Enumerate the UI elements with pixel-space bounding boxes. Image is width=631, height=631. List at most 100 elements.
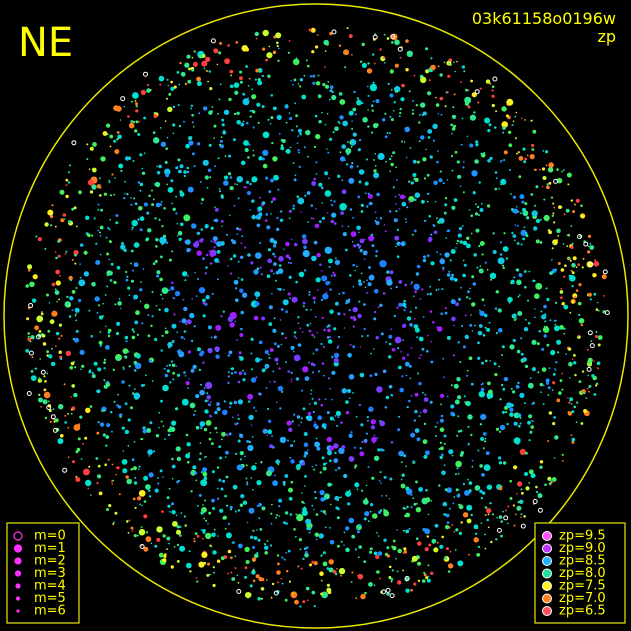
star — [474, 324, 476, 327]
star — [343, 49, 350, 56]
star — [315, 208, 317, 210]
star — [427, 192, 430, 195]
star — [391, 41, 394, 44]
star — [530, 425, 534, 429]
star — [425, 47, 429, 51]
star — [278, 264, 282, 267]
star — [222, 479, 226, 483]
star — [124, 180, 126, 183]
star — [581, 370, 585, 373]
star — [373, 159, 375, 161]
star — [595, 384, 598, 387]
star — [55, 269, 61, 275]
star — [281, 390, 284, 393]
star — [479, 265, 482, 267]
star — [312, 410, 315, 414]
star — [571, 358, 574, 360]
star — [113, 139, 117, 143]
star — [377, 306, 380, 309]
star — [201, 198, 205, 201]
star — [513, 465, 518, 470]
star — [394, 195, 397, 198]
star — [120, 169, 123, 172]
star — [467, 414, 473, 420]
star — [172, 521, 178, 527]
star — [293, 413, 296, 416]
star — [253, 536, 258, 540]
star — [260, 587, 265, 591]
star — [27, 337, 32, 342]
star — [294, 174, 297, 177]
star-unmatched — [583, 241, 589, 247]
star — [595, 335, 598, 338]
star — [571, 242, 574, 245]
star — [510, 193, 512, 195]
star — [148, 472, 154, 478]
star — [319, 490, 325, 496]
star — [170, 565, 174, 569]
star — [328, 526, 331, 529]
star — [494, 187, 498, 191]
star — [299, 605, 302, 608]
star — [246, 483, 249, 486]
star — [456, 60, 458, 63]
star — [377, 551, 383, 556]
star — [292, 162, 295, 164]
star — [398, 415, 400, 418]
star — [341, 179, 344, 182]
star — [401, 140, 403, 143]
star — [450, 299, 456, 305]
star — [334, 126, 339, 131]
star — [495, 110, 498, 113]
star — [410, 181, 414, 185]
star — [243, 186, 246, 189]
star — [177, 230, 183, 236]
star — [215, 324, 222, 331]
star — [132, 120, 136, 124]
star — [74, 307, 80, 313]
star — [486, 327, 491, 332]
star — [532, 420, 534, 423]
star — [249, 182, 252, 186]
star — [253, 553, 259, 558]
zp-label: zp=6.5 — [559, 604, 606, 619]
star — [202, 159, 209, 166]
star — [552, 212, 555, 215]
star — [432, 123, 438, 129]
star — [370, 425, 375, 430]
star — [290, 371, 293, 374]
star — [430, 233, 433, 236]
star — [434, 435, 437, 437]
star — [175, 195, 178, 198]
star — [73, 206, 77, 210]
star — [73, 424, 81, 431]
star — [294, 599, 299, 605]
star — [368, 235, 375, 242]
star — [116, 466, 120, 470]
star — [171, 502, 175, 506]
star — [439, 253, 442, 256]
star — [219, 83, 222, 86]
star — [351, 534, 356, 539]
star — [436, 541, 439, 544]
star-unmatched — [46, 405, 52, 410]
star — [247, 156, 250, 159]
star — [78, 298, 82, 303]
star — [354, 548, 357, 551]
star — [257, 68, 263, 73]
star — [204, 499, 207, 502]
star — [410, 494, 413, 496]
star — [427, 136, 431, 139]
star — [462, 191, 465, 194]
star — [287, 549, 291, 553]
star — [349, 274, 352, 277]
star — [389, 170, 392, 172]
star — [590, 340, 593, 342]
star — [43, 388, 47, 392]
star — [266, 434, 269, 436]
star — [589, 298, 593, 301]
star — [470, 382, 474, 386]
star — [166, 364, 169, 367]
star — [145, 238, 149, 242]
star — [125, 278, 129, 282]
